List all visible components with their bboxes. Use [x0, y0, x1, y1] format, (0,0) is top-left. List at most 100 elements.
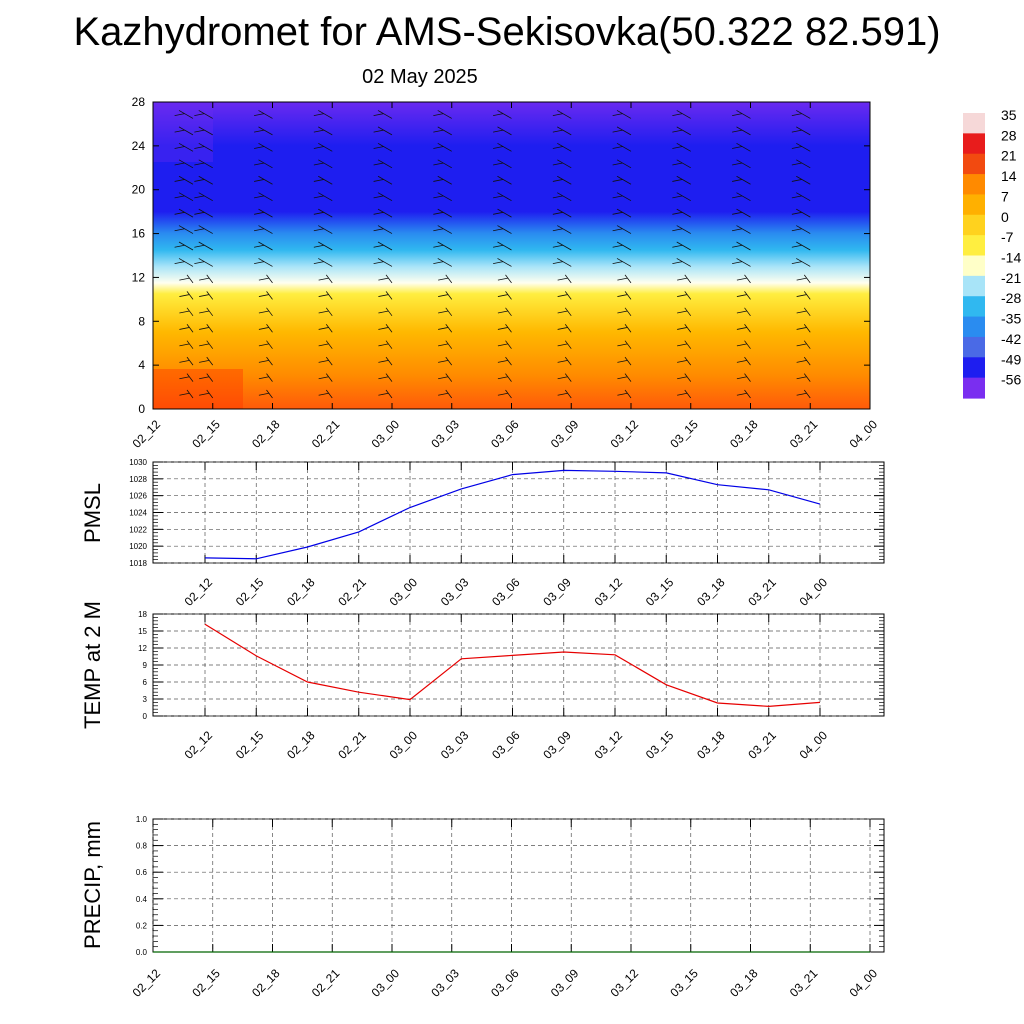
x-tick-label: 02_21	[335, 575, 369, 609]
wind-barb	[313, 126, 333, 136]
x-tick-label: 03_06	[489, 575, 523, 609]
wind-barb	[791, 159, 811, 169]
x-tick-label: 02_18	[284, 728, 318, 762]
wind-barb	[378, 291, 393, 300]
wind-barb	[617, 307, 632, 317]
wind-barb	[552, 225, 572, 234]
wind-barb	[179, 291, 194, 300]
x-tick-label: 03_03	[438, 728, 472, 762]
wind-barb	[732, 159, 751, 169]
colorbar-swatch	[963, 336, 985, 358]
wind-barb	[179, 274, 194, 284]
chart-title: Kazhydromet for AMS-Sekisovka(50.322 82.…	[73, 10, 941, 54]
wind-barb	[732, 175, 751, 185]
y-tick-label: 12	[138, 644, 147, 653]
wind-barb	[438, 373, 453, 382]
wind-barb	[433, 208, 452, 218]
wind-barb	[258, 389, 273, 399]
wind-barb	[552, 175, 572, 185]
wind-barb	[791, 258, 811, 267]
wind-barb	[672, 110, 691, 119]
wind-barb	[318, 307, 333, 317]
x-tick-label: 04_00	[797, 575, 831, 609]
y-tick-label: 0	[138, 402, 145, 416]
wind-barb	[672, 126, 691, 136]
wind-barb	[373, 175, 393, 185]
wind-barb	[796, 373, 811, 382]
x-tick-label: 02_21	[335, 728, 369, 762]
wind-barb	[672, 258, 691, 267]
wind-barb	[552, 241, 572, 251]
wind-barb	[373, 225, 393, 234]
wind-barb	[672, 142, 691, 152]
x-tick-label: 03_15	[643, 575, 677, 609]
wind-barb	[179, 389, 194, 399]
x-tick-label: 03_15	[643, 728, 677, 762]
colorbar-swatch	[963, 255, 985, 277]
y-tick-label: 1028	[129, 475, 147, 484]
wind-barb	[433, 175, 452, 185]
wind-barb	[373, 110, 393, 119]
heatmap-field-patch	[153, 369, 243, 409]
wind-barb	[254, 175, 273, 185]
wind-barb	[557, 307, 572, 317]
wind-barb	[174, 110, 194, 119]
x-tick-label: 03_12	[608, 417, 642, 451]
wind-barb	[199, 356, 214, 366]
wind-barb	[373, 142, 393, 152]
wind-barb	[612, 241, 632, 251]
wind-barb	[199, 291, 214, 300]
wind-barb	[677, 307, 692, 317]
wind-barb	[552, 110, 572, 119]
wind-barb	[199, 307, 214, 317]
y-axis-label: TEMP at 2 M	[80, 601, 105, 729]
wind-barb	[493, 126, 512, 136]
x-tick-label: 02_18	[284, 575, 318, 609]
wind-barb	[736, 307, 751, 317]
wind-barb	[557, 373, 572, 382]
x-tick-label: 03_18	[694, 728, 728, 762]
wind-barb	[378, 307, 393, 317]
wind-barb	[612, 208, 632, 218]
wind-barb	[612, 159, 632, 169]
colorbar-label: -56	[1001, 372, 1021, 388]
x-tick-label: 02_21	[309, 417, 343, 451]
y-tick-label: 18	[138, 610, 147, 619]
wind-barb	[791, 175, 811, 185]
wind-barb	[258, 291, 273, 300]
x-tick-label: 02_15	[189, 966, 223, 1000]
wind-barb	[373, 192, 393, 202]
wind-barb	[174, 192, 194, 202]
wind-barb	[736, 373, 751, 382]
wind-barb	[672, 159, 691, 169]
heatmap-field	[153, 102, 870, 409]
wind-barb	[497, 274, 512, 284]
wind-barb	[732, 225, 751, 234]
wind-barb	[254, 225, 273, 234]
wind-barb	[373, 159, 393, 169]
wind-barb	[318, 291, 333, 300]
wind-barb	[796, 307, 811, 317]
wind-barb	[796, 274, 811, 284]
wind-barb	[313, 110, 333, 119]
wind-barb	[179, 324, 194, 333]
wind-barb	[796, 324, 811, 333]
wind-barb	[199, 274, 214, 284]
y-tick-label: 6	[143, 678, 148, 687]
wind-barb	[254, 192, 273, 202]
wind-barb	[791, 142, 811, 152]
x-tick-label: 03_21	[787, 966, 821, 1000]
x-tick-label: 02_12	[182, 728, 216, 762]
wind-barb	[672, 241, 691, 251]
x-tick-label: 02_15	[233, 575, 267, 609]
wind-barb	[433, 192, 452, 202]
wind-barb	[557, 356, 572, 366]
x-tick-label: 03_09	[540, 728, 574, 762]
wind-barb	[612, 258, 632, 267]
wind-barb	[313, 192, 333, 202]
y-tick-label: 0	[143, 712, 148, 721]
wind-barb	[493, 159, 512, 169]
wind-barb	[677, 291, 692, 300]
wind-barb	[732, 192, 751, 202]
wind-barb	[433, 258, 452, 267]
